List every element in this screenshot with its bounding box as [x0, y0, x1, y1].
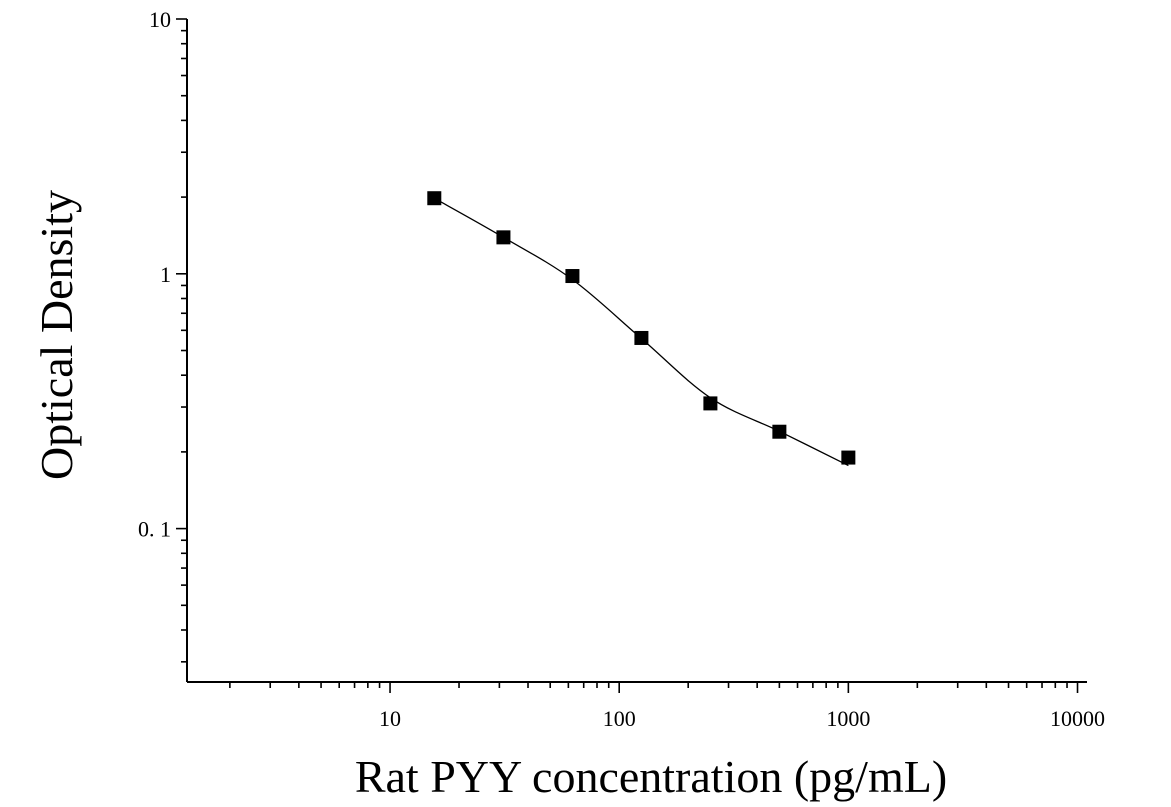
- x-tick-label: 10000: [1050, 706, 1105, 731]
- y-axis-title: Optical Density: [31, 190, 82, 480]
- y-axis: 0. 1 1 10: [138, 7, 188, 682]
- data-point: [427, 191, 442, 206]
- x-axis-title: Rat PYY concentration (pg/mL): [355, 751, 947, 802]
- data-point: [841, 450, 856, 465]
- y-tick-label: 10: [149, 7, 171, 32]
- data-point: [772, 424, 787, 439]
- data-point: [565, 269, 580, 284]
- x-tick-label: 1000: [826, 706, 870, 731]
- data-point: [634, 330, 649, 345]
- x-tick-label: 100: [603, 706, 636, 731]
- data-point: [496, 230, 511, 245]
- x-tick-label: 10: [379, 706, 401, 731]
- data-points: [427, 191, 856, 465]
- data-point: [703, 396, 718, 411]
- x-axis: 10 100 1000 10000: [187, 681, 1105, 731]
- y-tick-label: 0. 1: [138, 517, 171, 542]
- y-tick-label: 1: [160, 262, 171, 287]
